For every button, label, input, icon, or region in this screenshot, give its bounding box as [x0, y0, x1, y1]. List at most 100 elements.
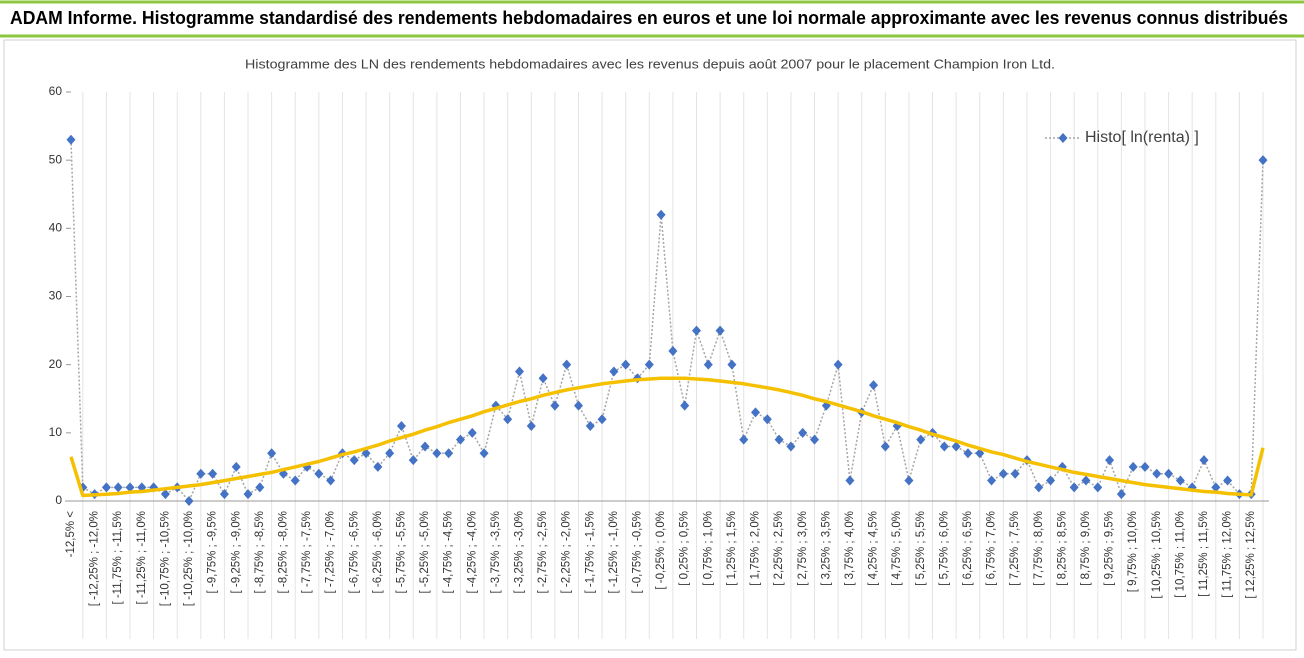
data-point [880, 441, 890, 452]
data-point [939, 441, 949, 452]
x-tick-label: [ -11,75% ; -11,5% [112, 511, 124, 605]
data-point [66, 134, 76, 145]
data-point [1211, 482, 1221, 493]
data-point [196, 468, 206, 479]
x-tick-label: [ 0,75% ; 1,0% [702, 511, 714, 586]
data-point [739, 434, 749, 445]
data-point [113, 482, 123, 493]
data-point [455, 434, 465, 445]
y-tick-label: 10 [49, 425, 63, 439]
series-line [70, 139, 1264, 503]
data-point [184, 496, 194, 506]
data-point [656, 209, 666, 220]
x-tick-label: [ 2,75% ; 3,0% [797, 511, 809, 586]
x-tick-label: [ 9,25% ; 9,5% [1104, 511, 1116, 586]
data-point [680, 400, 690, 411]
data-point [1199, 455, 1209, 466]
data-point [125, 482, 135, 493]
data-point [762, 414, 772, 425]
data-point [1034, 482, 1044, 493]
data-point [503, 414, 513, 425]
data-point [514, 366, 524, 377]
data-point [467, 427, 477, 438]
x-tick-label: [ -4,75% ; -4,5% [443, 511, 455, 593]
y-tick-label: 60 [49, 84, 63, 98]
data-point [243, 489, 253, 500]
legend-label: Histo[ ln(renta) ] [1085, 129, 1199, 146]
data-point [255, 482, 265, 493]
x-tick-label: [ -2,25% ; -2,0% [561, 511, 573, 593]
x-tick-label: [ 10,25% ; 10,5% [1151, 511, 1163, 599]
x-tick-label: [ -8,25% ; -8,0% [277, 511, 289, 593]
x-tick-label: [ 1,25% ; 1,5% [726, 511, 738, 586]
x-tick-label: [ 4,25% ; 4,5% [868, 511, 880, 586]
x-tick-label: [ 10,75% ; 11,0% [1174, 511, 1186, 598]
data-point [1140, 461, 1150, 472]
data-point [231, 461, 241, 472]
x-tick-label: [ -10,75% ; -10,5% [159, 511, 171, 606]
x-tick-label: [ -7,75% ; -7,5% [301, 511, 313, 593]
data-point [1152, 468, 1162, 479]
y-tick-label: 20 [49, 357, 63, 371]
x-tick-label: -12,5% < [65, 511, 77, 558]
data-point [798, 427, 808, 438]
x-tick-label: [ 12,25% ; 12,5% [1245, 511, 1257, 599]
x-tick-label: [ -7,25% ; -7,0% [325, 511, 337, 593]
data-point [1010, 468, 1020, 479]
data-point [373, 461, 383, 472]
data-point [349, 455, 359, 466]
fit-curve [69, 376, 1265, 498]
x-tick-label: [ 11,75% ; 12,0% [1222, 511, 1234, 598]
x-tick-label: [ -2,75% ; -2,5% [537, 511, 549, 593]
x-tick-label: [ -3,25% ; -3,0% [514, 511, 526, 593]
x-tick-label: [ -6,75% ; -6,5% [348, 511, 360, 593]
x-tick-label: [ -9,25% ; -9,0% [230, 511, 242, 593]
data-point [1164, 468, 1174, 479]
data-point [408, 455, 418, 466]
data-point [326, 475, 336, 486]
data-point [751, 407, 761, 418]
data-point [951, 441, 961, 452]
x-tick-label: [ 1,75% ; 2,0% [750, 511, 762, 586]
data-point [786, 441, 796, 452]
data-point [963, 448, 973, 459]
x-tick-label: [ -5,25% ; -5,0% [419, 511, 431, 593]
x-tick-label: [ -6,25% ; -6,0% [372, 511, 384, 593]
data-point [1093, 482, 1103, 493]
data-point [869, 380, 879, 391]
data-point [208, 468, 218, 479]
data-point [1116, 489, 1126, 500]
data-point [609, 366, 619, 377]
data-point [703, 359, 713, 370]
data-point [727, 359, 737, 370]
data-point [479, 448, 489, 459]
x-tick-label: [ -8,75% ; -8,5% [254, 511, 266, 593]
x-tick-label: [ 0,25% ; 0,5% [679, 511, 691, 586]
data-point [1081, 475, 1091, 486]
x-tick-label: [ 11,25% ; 11,5% [1198, 511, 1210, 597]
data-point [998, 468, 1008, 479]
x-tick-label: [ -12,25% ; -12,0% [89, 511, 101, 606]
data-point [267, 448, 277, 459]
x-tick-label: [ -5,75% ; -5,5% [395, 511, 407, 593]
data-point [290, 475, 300, 486]
x-tick-label: [ 5,25% ; 5,5% [915, 511, 927, 586]
x-tick-label: [ 4,75% ; 5,0% [891, 511, 903, 586]
x-tick-label: [ -1,75% ; -1,5% [584, 511, 596, 593]
data-point [526, 421, 536, 432]
data-point [1046, 475, 1056, 486]
data-point [1223, 475, 1233, 486]
data-point [160, 489, 170, 500]
chart-border [3, 39, 1297, 651]
x-tick-label: [ -11,25% ; -11,0% [136, 511, 148, 605]
x-tick-label: [ -10,25% ; -10,0% [183, 511, 195, 606]
x-tick-label: [ -0,25% ; 0,0% [655, 511, 667, 590]
y-tick-label: 40 [49, 221, 63, 235]
x-tick-label: [ -0,75% ; -0,5% [632, 511, 644, 593]
data-point [219, 489, 229, 500]
data-point [1105, 455, 1115, 466]
x-tick-label: [ 7,25% ; 7,5% [1009, 511, 1021, 586]
data-point [432, 448, 442, 459]
x-tick-label: [ 3,75% ; 4,0% [844, 511, 856, 586]
